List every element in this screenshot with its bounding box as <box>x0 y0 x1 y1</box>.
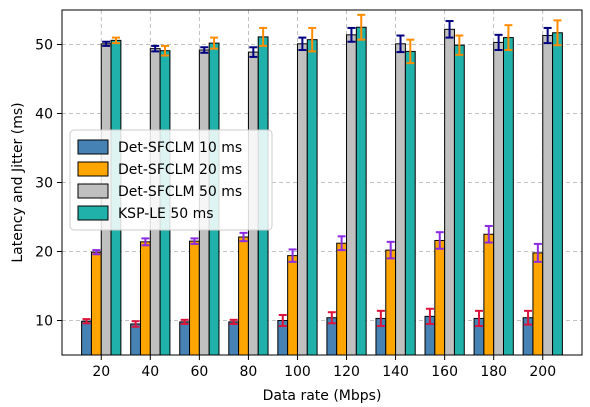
bar <box>81 320 92 356</box>
bar <box>552 32 563 356</box>
x-tick-label: 40 <box>141 364 159 380</box>
bar <box>287 255 298 356</box>
y-tick-label: 50 <box>35 38 53 54</box>
y-axis-label: Latency and Jitter (ms) <box>10 102 26 262</box>
bar <box>503 37 514 356</box>
bar <box>130 323 141 356</box>
bar <box>346 34 357 356</box>
x-tick-label: 140 <box>382 364 409 380</box>
legend-label: Det-SFCLM 50 ms <box>118 184 242 200</box>
error-bars <box>82 13 562 328</box>
bar <box>139 241 151 356</box>
x-tick-label: 20 <box>92 364 110 380</box>
legend-swatch <box>77 139 109 155</box>
bar <box>296 43 308 356</box>
legend-label: Det-SFCLM 10 ms <box>118 140 242 156</box>
x-tick-label: 180 <box>480 364 507 380</box>
legend-label: KSP-LE 50 ms <box>118 206 214 222</box>
x-tick-label: 120 <box>333 364 360 380</box>
bar <box>90 251 102 356</box>
bar <box>453 44 465 356</box>
legend-box <box>69 129 273 231</box>
bar <box>542 35 554 356</box>
x-tick-label: 60 <box>190 364 208 380</box>
bar <box>434 239 446 356</box>
bar <box>404 50 416 356</box>
bar <box>228 321 240 356</box>
bar <box>189 240 200 356</box>
y-tick-label: 20 <box>35 245 53 261</box>
y-tick-label: 40 <box>35 107 53 123</box>
x-tick-label: 100 <box>284 364 311 380</box>
legend: Det-SFCLM 10 ms Det-SFCLM 20 ms Det-SFCLM … <box>69 129 273 231</box>
bar <box>355 26 367 356</box>
legend-swatch <box>77 183 109 199</box>
legend-label: Det-SFCLM 20 ms <box>118 162 242 178</box>
x-axis-label: Data rate (Mbps) <box>263 388 382 403</box>
y-tick-label: 10 <box>35 314 53 330</box>
x-tick-label: 80 <box>240 364 258 380</box>
bar <box>179 321 191 356</box>
legend-swatch <box>77 161 109 177</box>
bar <box>385 249 397 356</box>
y-tick-label: 30 <box>35 176 53 192</box>
bar <box>336 242 348 356</box>
x-tick-label: 160 <box>431 364 458 380</box>
x-tick-label: 200 <box>529 364 556 380</box>
bar <box>395 43 406 356</box>
bar <box>238 236 249 356</box>
bar <box>483 233 495 356</box>
bar <box>444 28 455 356</box>
bar <box>306 39 318 356</box>
bar <box>493 41 505 356</box>
axis-ticks: 10 20 30 40 50 20 40 60 80 100 120 140 160 180 200 <box>35 38 556 381</box>
legend-swatch <box>77 205 109 221</box>
bar <box>532 252 544 356</box>
